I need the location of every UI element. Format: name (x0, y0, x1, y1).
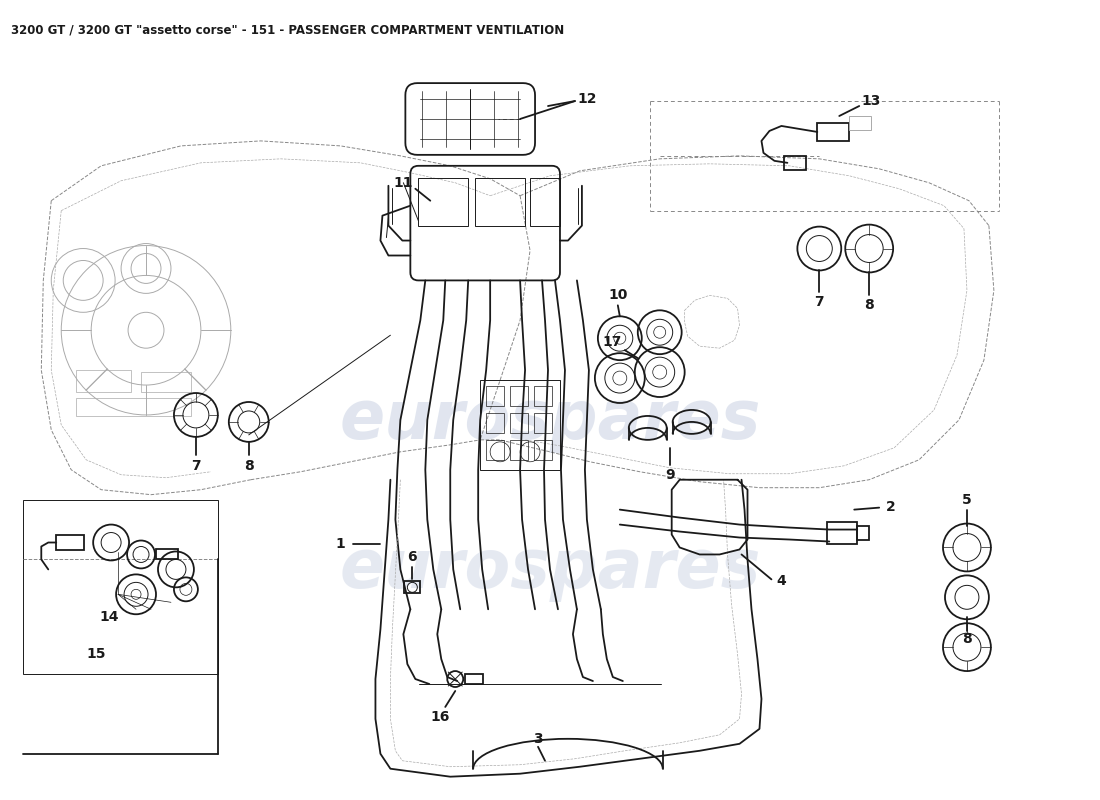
Bar (76, 370, 131, 392)
Bar (486, 386, 504, 406)
Text: eurospares: eurospares (339, 387, 761, 453)
Text: 6: 6 (407, 550, 417, 565)
Text: 9: 9 (664, 468, 674, 482)
Bar (76, 398, 191, 416)
Text: 14: 14 (99, 610, 119, 624)
Text: 5: 5 (962, 493, 971, 506)
Text: 3: 3 (534, 732, 542, 746)
Text: 2: 2 (887, 500, 896, 514)
Bar (23, 500, 218, 674)
Bar (510, 386, 528, 406)
Text: 8: 8 (244, 458, 254, 473)
Text: 7: 7 (191, 458, 200, 473)
Bar (857, 526, 869, 539)
Bar (465, 674, 483, 684)
Text: 17: 17 (602, 335, 621, 350)
Bar (156, 550, 178, 559)
Bar (534, 413, 552, 433)
Bar (481, 380, 560, 470)
Text: 13: 13 (861, 94, 881, 108)
Bar (827, 522, 857, 543)
Text: 12: 12 (578, 92, 596, 106)
Text: 15: 15 (87, 647, 106, 661)
Text: 16: 16 (430, 710, 450, 724)
Bar (56, 534, 85, 550)
Bar (849, 116, 871, 130)
Text: 10: 10 (608, 288, 627, 302)
Text: 4: 4 (777, 574, 786, 588)
Bar (534, 440, 552, 460)
Text: 7: 7 (814, 295, 824, 310)
Bar (486, 413, 504, 433)
Bar (784, 156, 806, 170)
Text: 8: 8 (865, 298, 874, 312)
Bar (510, 440, 528, 460)
Bar (141, 372, 191, 392)
Bar (486, 440, 504, 460)
Bar (530, 178, 560, 226)
Text: 11: 11 (394, 176, 414, 190)
Text: 8: 8 (962, 632, 971, 646)
Text: eurospares: eurospares (339, 537, 761, 602)
Bar (817, 123, 849, 141)
Text: 1: 1 (336, 538, 345, 551)
Bar (534, 386, 552, 406)
Text: 3200 GT / 3200 GT "assetto corse" - 151 - PASSENGER COMPARTMENT VENTILATION: 3200 GT / 3200 GT "assetto corse" - 151 … (11, 23, 564, 36)
Bar (418, 178, 469, 226)
Bar (475, 178, 525, 226)
Bar (405, 582, 420, 594)
Bar (510, 413, 528, 433)
